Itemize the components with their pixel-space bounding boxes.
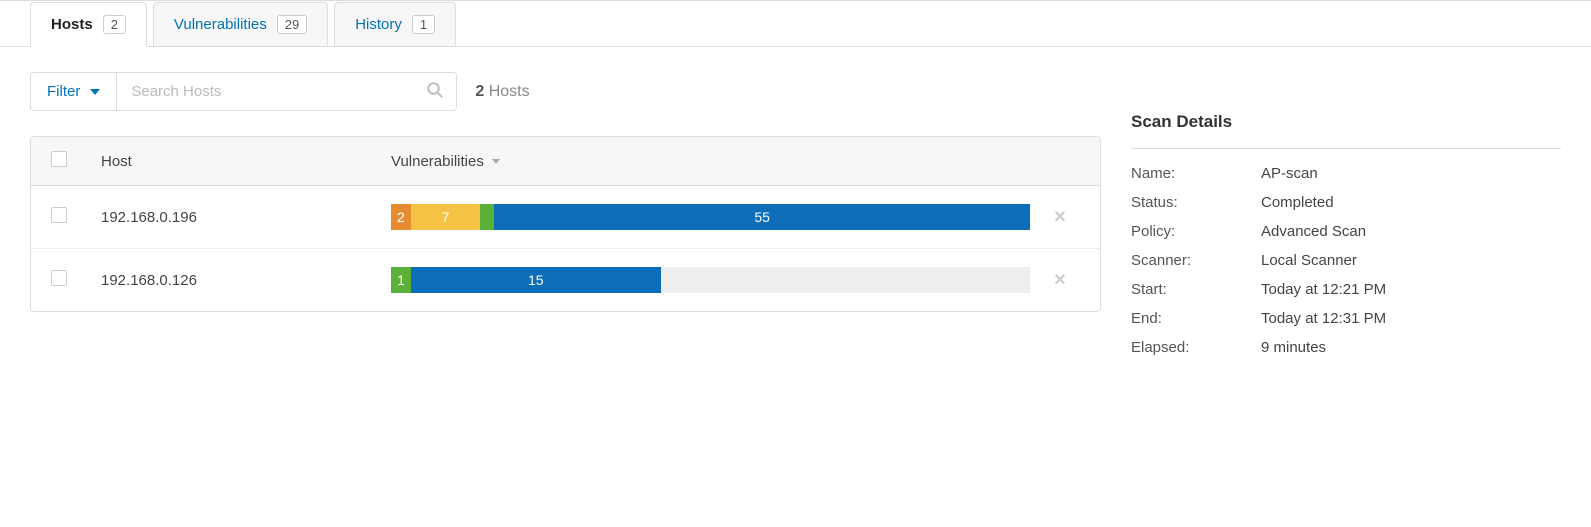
summary-text: 2 Hosts (475, 83, 529, 101)
vuln-bar: 27 55 (391, 204, 1030, 230)
right-pane: Scan Details Name:AP-scanStatus:Complete… (1131, 72, 1561, 368)
detail-value: Local Scanner (1261, 252, 1561, 269)
detail-value: Completed (1261, 194, 1561, 211)
filter-label: Filter (47, 83, 80, 100)
detail-label: Elapsed: (1131, 339, 1261, 356)
search-icon[interactable] (426, 81, 444, 103)
close-icon[interactable]: × (1054, 206, 1066, 228)
tab-hosts[interactable]: Hosts 2 (30, 2, 147, 47)
tab-vulnerabilities[interactable]: Vulnerabilities 29 (153, 2, 328, 47)
vuln-segment-low: 1 (391, 267, 411, 293)
table-row[interactable]: 192.168.0.126115 × (31, 249, 1100, 311)
details-title: Scan Details (1131, 112, 1561, 149)
th-host[interactable]: Host (101, 153, 391, 170)
table-header: Host Vulnerabilities (31, 137, 1100, 186)
td-host: 192.168.0.196 (101, 209, 391, 226)
td-close: × (1040, 206, 1080, 229)
td-vulnerabilities: 115 (391, 267, 1040, 293)
vuln-segment-info: 55 (494, 204, 1030, 230)
detail-row: Name:AP-scan (1131, 165, 1561, 182)
detail-value: Today at 12:31 PM (1261, 310, 1561, 327)
detail-row: Policy:Advanced Scan (1131, 223, 1561, 240)
close-icon[interactable]: × (1054, 269, 1066, 291)
tab-count: 2 (103, 15, 126, 34)
table-row[interactable]: 192.168.0.19627 55 × (31, 186, 1100, 249)
hosts-table: Host Vulnerabilities 192.168.0.1962755×1… (30, 136, 1101, 312)
th-vulnerabilities[interactable]: Vulnerabilities (391, 153, 1080, 170)
filter-button[interactable]: Filter (30, 72, 117, 111)
detail-label: Start: (1131, 281, 1261, 298)
td-check (51, 207, 101, 227)
detail-row: Start:Today at 12:21 PM (1131, 281, 1561, 298)
td-host: 192.168.0.126 (101, 272, 391, 289)
detail-label: Policy: (1131, 223, 1261, 240)
left-pane: Filter 2 Hosts (30, 72, 1101, 312)
summary-word: Hosts (489, 83, 530, 100)
td-check (51, 270, 101, 290)
detail-label: End: (1131, 310, 1261, 327)
detail-label: Status: (1131, 194, 1261, 211)
vuln-segment-high: 2 (391, 204, 411, 230)
th-check (51, 151, 101, 171)
tab-count: 1 (412, 15, 435, 34)
content: Filter 2 Hosts (0, 47, 1591, 393)
tab-count: 29 (277, 15, 307, 34)
vuln-segment-info: 15 (411, 267, 661, 293)
detail-value: AP-scan (1261, 165, 1561, 182)
detail-label: Name: (1131, 165, 1261, 182)
search-input[interactable] (117, 73, 456, 110)
detail-row: Scanner:Local Scanner (1131, 252, 1561, 269)
sort-caret-icon (492, 159, 500, 164)
tabs-container: Hosts 2 Vulnerabilities 29 History 1 (0, 1, 1591, 47)
detail-label: Scanner: (1131, 252, 1261, 269)
detail-row: Elapsed:9 minutes (1131, 339, 1561, 356)
detail-row: Status:Completed (1131, 194, 1561, 211)
detail-value: 9 minutes (1261, 339, 1561, 356)
detail-value: Today at 12:21 PM (1261, 281, 1561, 298)
row-checkbox[interactable] (51, 207, 67, 223)
th-vuln-label: Vulnerabilities (391, 153, 484, 170)
search-wrap (117, 72, 457, 111)
td-close: × (1040, 269, 1080, 292)
select-all-checkbox[interactable] (51, 151, 67, 167)
tab-label: Vulnerabilities (174, 16, 267, 33)
vuln-bar: 115 (391, 267, 1030, 293)
page: Hosts 2 Vulnerabilities 29 History 1 Filter (0, 0, 1591, 393)
vuln-segment-low (480, 204, 494, 230)
filter-row: Filter 2 Hosts (30, 72, 1101, 111)
tab-label: History (355, 16, 402, 33)
tab-history[interactable]: History 1 (334, 2, 456, 47)
summary-count: 2 (475, 83, 484, 100)
detail-value: Advanced Scan (1261, 223, 1561, 240)
tab-label: Hosts (51, 16, 93, 33)
row-checkbox[interactable] (51, 270, 67, 286)
detail-row: End:Today at 12:31 PM (1131, 310, 1561, 327)
vuln-segment-medium: 7 (411, 204, 480, 230)
td-vulnerabilities: 27 55 (391, 204, 1040, 230)
caret-down-icon (90, 89, 100, 95)
